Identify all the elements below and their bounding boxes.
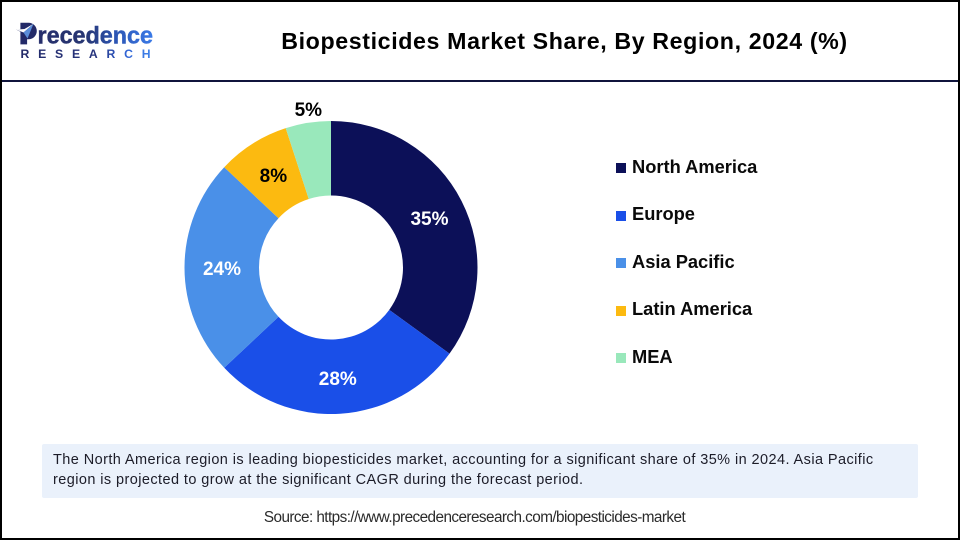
svg-text:8%: 8% <box>260 166 288 187</box>
svg-text:24%: 24% <box>203 259 241 280</box>
svg-text:28%: 28% <box>319 369 357 390</box>
svg-text:recedence: recedence <box>38 22 154 49</box>
svg-text:5%: 5% <box>295 100 323 121</box>
svg-text:35%: 35% <box>410 209 448 230</box>
